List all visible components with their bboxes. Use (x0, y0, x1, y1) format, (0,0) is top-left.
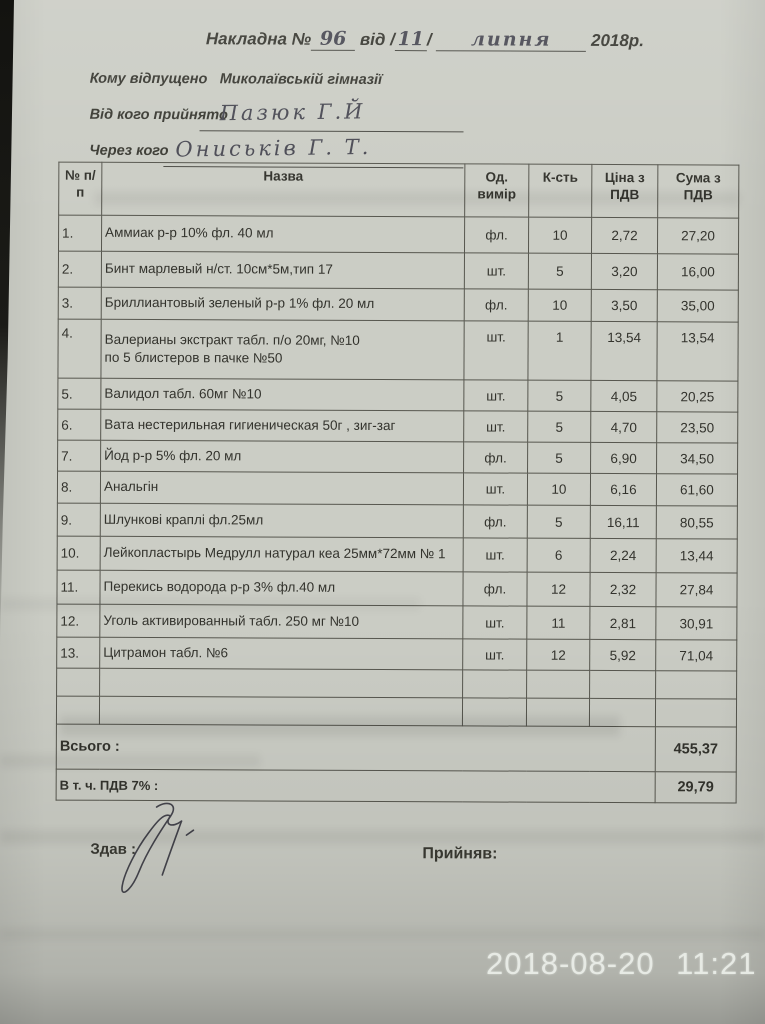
col-header-qty: К-сть (528, 164, 592, 218)
item-name-line2: по 5 блистеров в пачке №50 (104, 349, 283, 366)
item-row: 8. Анальгін шт. 10 6,16 61,60 (57, 471, 738, 507)
invoice-year: 2018р. (586, 30, 644, 51)
via-value: Ониськів Г. Т. (175, 134, 372, 162)
col-header-sum: Сума з ПДВ (657, 164, 739, 219)
item-row: 3. Бриллиантовый зеленый р-р 1% фл. 20 м… (58, 287, 739, 323)
invoice-title: Накладна № 96 від /11/ липня 2018р. (206, 27, 644, 52)
accepted-from-value: Пазюк Г.Й (219, 99, 366, 126)
col-header-name: Назва (101, 162, 465, 217)
recipient-value: Миколаївській гімназії (219, 71, 383, 89)
received-by-label: Прийняв: (422, 845, 498, 863)
col-header-price: Ціна з ПДВ (591, 164, 658, 218)
item-row: 12. Уголь активированный табл. 250 мг №1… (56, 604, 737, 641)
invoice-day: 11 (394, 28, 427, 52)
item-row: 7. Йод р-р 5% фл. 20 мл фл. 5 6,90 34,50 (57, 440, 738, 475)
item-row: 11. Перекись водорода р-р 3% фл.40 мл фл… (56, 570, 738, 608)
invoice-from-word: від / (355, 29, 395, 50)
col-header-num: № п/п (58, 162, 102, 216)
empty-row (56, 668, 737, 700)
items-table: № п/п Назва Од. вимір К-сть Ціна з ПДВ С… (56, 162, 740, 804)
total-label: Всього : (56, 724, 656, 772)
camera-timestamp: 2018-08-20 11:21 (486, 946, 757, 981)
col-header-unit: Од. вимір (464, 163, 529, 218)
empty-row (56, 696, 737, 728)
invoice-number: 96 (311, 27, 356, 51)
table-header-row: № п/п Назва Од. вимір К-сть Ціна з ПДВ С… (58, 162, 739, 219)
vat-value: 29,79 (655, 771, 737, 804)
item-name-line1: Валерианы экстракт табл. п/о 20мг, №10 (104, 331, 360, 348)
item-row: 13. Цитрамон табл. №6 шт. 12 5,92 71,04 (56, 637, 737, 672)
item-row: 6. Вата нестерильная гигиеническая 50г ,… (57, 409, 738, 444)
total-value: 455,37 (655, 726, 737, 773)
item-row: 2. Бинт марлевый н/ст. 10см*5м,тип 17 шт… (58, 251, 739, 291)
signature (116, 797, 200, 906)
item-row: 5. Валидол табл. 60мг №10 шт. 5 4,05 20,… (57, 378, 738, 413)
item-row: 1. Аммиак р-р 10% фл. 40 мл фл. 10 2,72 … (58, 215, 739, 255)
totals-row: Всього : 455,37 (56, 724, 737, 773)
via-label: Через кого (89, 142, 169, 160)
recipient-label: Кому відпущено (89, 70, 208, 88)
item-row: 9. Шлункові краплі фл.25мл фл. 5 16,11 8… (57, 503, 738, 540)
invoice-title-label: Накладна № (205, 29, 312, 49)
invoice-slash: / (426, 30, 437, 50)
item-row: 4. Валерианы экстракт табл. п/о 20мг, №1… (57, 319, 739, 382)
invoice-month: липня (436, 28, 587, 52)
accepted-from-field: Пазюк Г.Й (199, 99, 464, 133)
item-row: 10. Лейкопластырь Медрулл натурал кеа 25… (57, 536, 738, 574)
